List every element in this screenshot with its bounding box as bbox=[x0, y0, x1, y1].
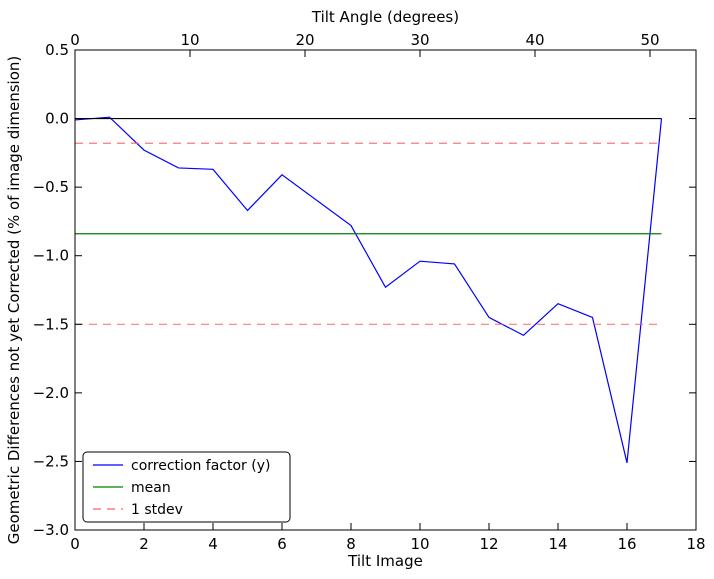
x-tick-label: 18 bbox=[686, 535, 705, 553]
plot-frame bbox=[74, 49, 697, 531]
y-tick-label: −1.5 bbox=[33, 315, 69, 333]
top-x-tick-label: 50 bbox=[640, 31, 659, 49]
legend-box bbox=[82, 451, 291, 523]
top-x-tick-label: 0 bbox=[70, 31, 80, 49]
x-tick-label: 12 bbox=[479, 535, 498, 553]
top-x-tick-label: 20 bbox=[295, 31, 314, 49]
y-tick-label: −0.5 bbox=[33, 178, 69, 196]
y-axis-label: Geometric Differences not yet Corrected … bbox=[5, 56, 23, 545]
y-tick-label: −2.5 bbox=[33, 452, 69, 470]
legend: correction factor (y) mean 1 stdev bbox=[82, 451, 291, 523]
x-axis-label: Tilt Image bbox=[347, 552, 423, 570]
ticks-layer: 0 2 4 6 8 10 12 14 16 18 0.5 0.0 −0.5 −1.0 −1.5 −2.0 −2.… bbox=[33, 31, 706, 553]
x-tick-label: 10 bbox=[410, 535, 429, 553]
series-layer bbox=[74, 116, 663, 463]
top-x-tick-label: 40 bbox=[525, 31, 544, 49]
x-tick-label: 4 bbox=[208, 535, 218, 553]
top-x-tick-label: 10 bbox=[180, 31, 199, 49]
y-tick-label: −3.0 bbox=[33, 521, 69, 539]
x-tick-label: 0 bbox=[70, 535, 80, 553]
legend-label: correction factor (y) bbox=[131, 458, 270, 474]
x-tick-label: 8 bbox=[346, 535, 356, 553]
series-line-correction-factor-y bbox=[74, 116, 663, 463]
top-x-tick-label: 30 bbox=[410, 31, 429, 49]
x-tick-label: 16 bbox=[617, 535, 636, 553]
legend-label: 1 stdev bbox=[131, 502, 183, 518]
legend-label: mean bbox=[131, 480, 171, 496]
top-x-axis-label: Tilt Angle (degrees) bbox=[311, 8, 459, 26]
x-tick-label: 14 bbox=[548, 535, 567, 553]
y-tick-label: 0.5 bbox=[45, 41, 69, 59]
x-tick-label: 2 bbox=[139, 535, 149, 553]
y-tick-label: 0.0 bbox=[45, 110, 69, 128]
y-tick-label: −1.0 bbox=[33, 247, 69, 265]
x-tick-label: 6 bbox=[277, 535, 287, 553]
y-tick-label: −2.0 bbox=[33, 384, 69, 402]
